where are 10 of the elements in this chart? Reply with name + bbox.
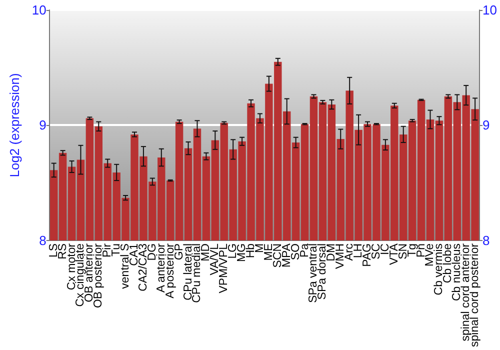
- y2-tick-label: 8: [482, 232, 490, 248]
- x-tick-label: Tg: [406, 243, 418, 257]
- y-tick-label: 8: [39, 232, 46, 248]
- y-tick-label: 9: [39, 118, 46, 133]
- x-tick-label: A posterior: [164, 243, 176, 298]
- y2-tick-label: 9: [482, 118, 490, 133]
- y-tick-label: 10: [32, 2, 46, 18]
- x-tick-label: RS: [56, 243, 69, 260]
- y2-tick-label: 10: [482, 2, 498, 18]
- y-axis-title: Log2 (expression): [7, 73, 22, 178]
